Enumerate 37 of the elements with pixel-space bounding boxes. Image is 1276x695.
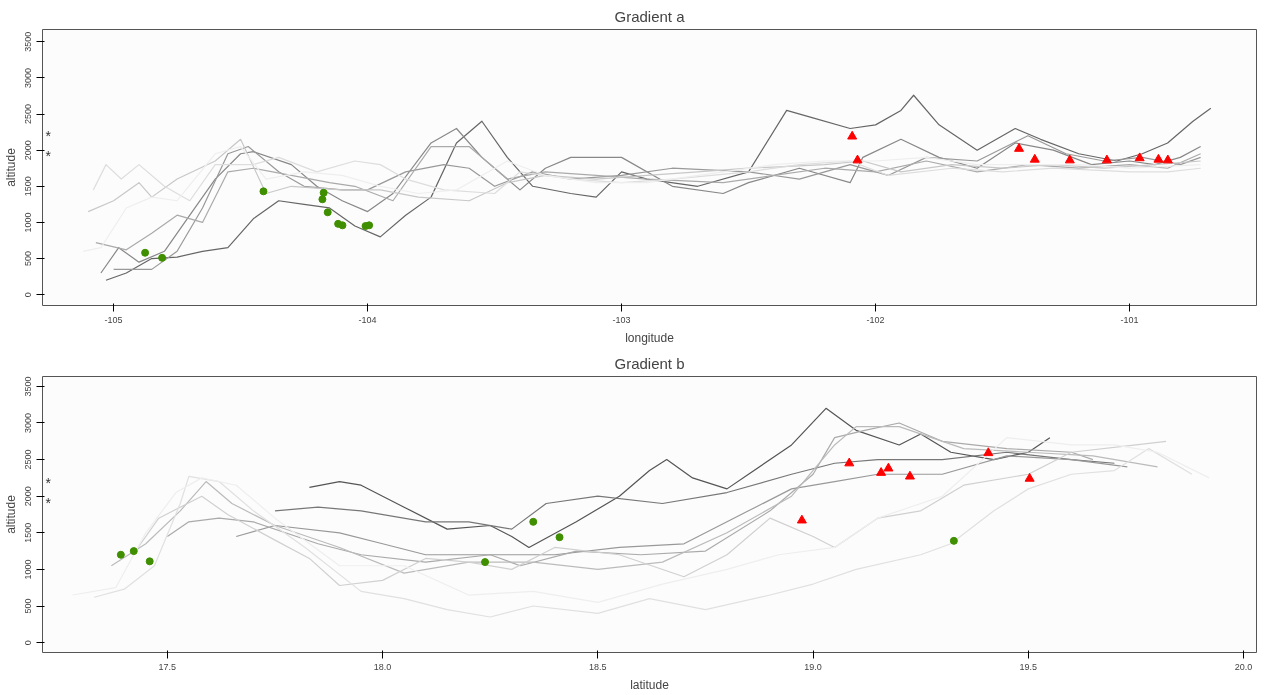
y-tick-label: 500 — [23, 251, 34, 267]
annotation: * — [45, 495, 52, 511]
y-tick-label: 2000 — [23, 140, 34, 161]
x-axis-title: longitude — [625, 330, 675, 345]
x-axis-title: latitude — [630, 677, 670, 692]
x-tick-label: -104 — [358, 314, 377, 325]
x-tick-label: 19.0 — [804, 661, 822, 672]
x-tick-label: 19.5 — [1019, 661, 1038, 672]
y-axis-title: altitude — [3, 147, 18, 187]
y-tick-label: 1500 — [23, 522, 34, 543]
x-tick-label: -105 — [104, 314, 123, 325]
y-tick-label: 500 — [23, 598, 34, 614]
y-tick-label: 2500 — [23, 104, 34, 125]
annotation: * — [45, 128, 52, 144]
x-tick-label: 20.0 — [1234, 661, 1253, 672]
y-tick-label: 0 — [23, 640, 34, 646]
y-tick-label: 3000 — [23, 67, 34, 88]
y-tick-label: 1500 — [23, 176, 34, 197]
x-tick-label: -101 — [1120, 314, 1139, 325]
chart-title: Gradient b — [614, 354, 685, 372]
x-tick-label: 18.0 — [373, 661, 392, 672]
x-tick-label: 18.5 — [589, 661, 607, 672]
y-tick-label: 3000 — [23, 412, 34, 433]
y-tick-label: 2000 — [23, 486, 34, 507]
y-tick-label: 3500 — [23, 376, 34, 397]
x-tick-label: -102 — [866, 314, 885, 325]
annotation: * — [45, 475, 52, 491]
annotation: * — [45, 148, 52, 164]
x-tick-label: 17.5 — [158, 661, 177, 672]
y-tick-label: 3500 — [23, 31, 34, 52]
y-tick-label: 1000 — [23, 212, 34, 233]
y-axis-title: altitude — [3, 494, 18, 534]
x-tick-label: -103 — [612, 314, 631, 325]
chart-title: Gradient a — [614, 7, 686, 25]
y-tick-label: 2500 — [23, 449, 34, 470]
y-tick-label: 1000 — [23, 559, 34, 580]
y-tick-label: 0 — [23, 292, 34, 298]
